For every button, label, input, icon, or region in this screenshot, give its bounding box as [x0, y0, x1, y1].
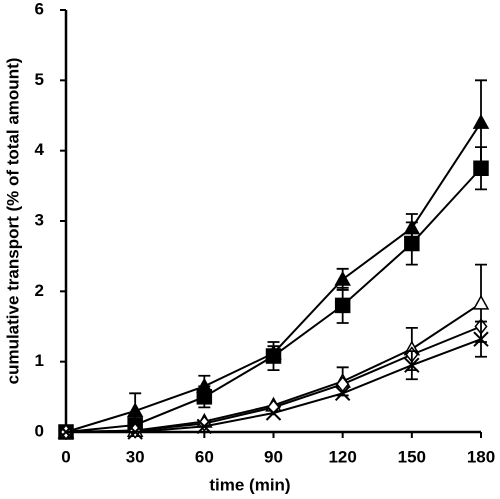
marker [334, 297, 351, 314]
x-tick-label: 0 [61, 447, 70, 466]
marker [196, 389, 213, 405]
x-tick-label: 30 [126, 447, 145, 466]
marker [404, 235, 420, 252]
marker [196, 418, 213, 435]
marker [473, 160, 489, 176]
y-tick-label: 6 [35, 0, 44, 18]
marker [336, 375, 350, 393]
marker [265, 405, 282, 421]
y-tick-label: 5 [35, 70, 44, 89]
marker [265, 348, 282, 364]
y-axis-label: cumulative transport (% of total amount) [3, 58, 22, 385]
y-tick-label: 0 [35, 421, 44, 440]
series-line [65, 167, 482, 433]
y-tick-label: 2 [35, 281, 44, 300]
x-tick-label: 120 [328, 447, 356, 466]
marker [472, 113, 490, 129]
x-tick-label: 90 [264, 447, 283, 466]
marker [127, 424, 143, 440]
y-tick-label: 4 [35, 140, 45, 159]
marker [126, 402, 144, 418]
x-axis-label: time (min) [209, 475, 290, 494]
marker [473, 331, 489, 347]
marker [404, 357, 420, 373]
series-line [65, 121, 482, 433]
marker [472, 294, 490, 310]
y-tick-label: 1 [35, 351, 44, 370]
marker [334, 385, 351, 402]
x-tick-label: 180 [467, 447, 495, 466]
y-tick-label: 3 [35, 210, 44, 229]
marker [58, 424, 74, 440]
marker [334, 270, 351, 286]
x-tick-label: 60 [195, 447, 214, 466]
x-tick-label: 150 [398, 447, 426, 466]
